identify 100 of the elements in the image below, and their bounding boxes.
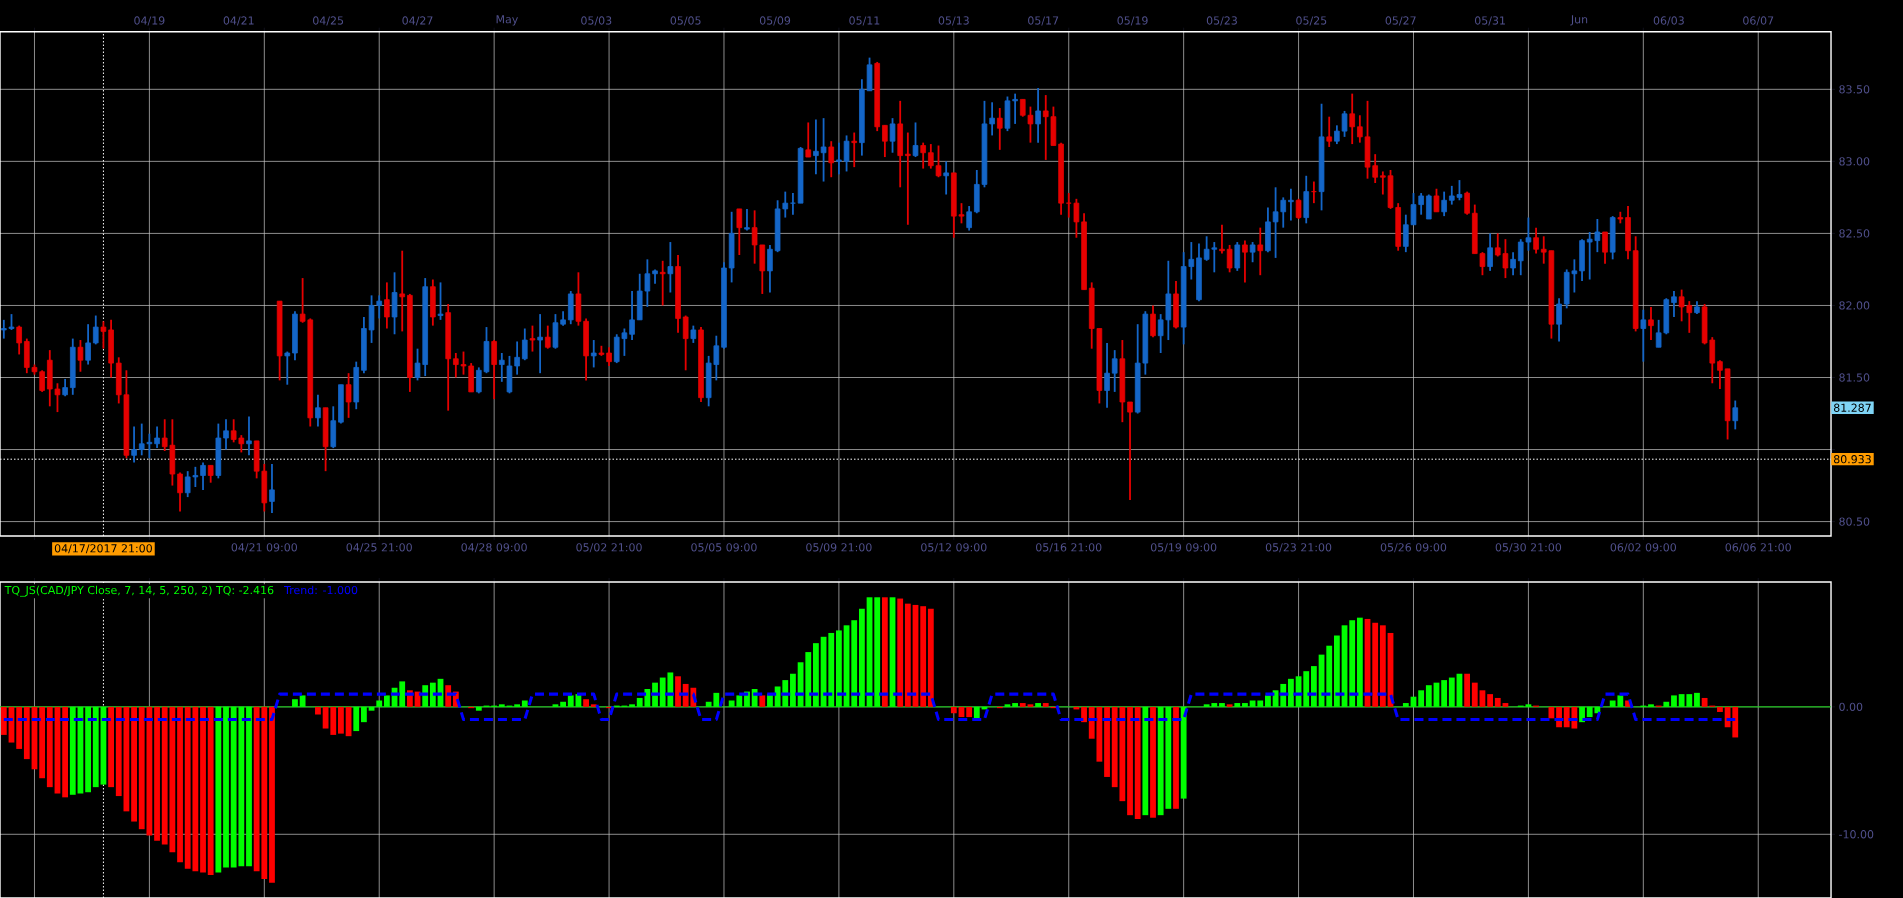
text: 81.287: [1833, 403, 1871, 412]
bar: [108, 706, 114, 788]
bar: [1471, 682, 1478, 707]
text: 05/19: [1117, 16, 1148, 26]
candlestick: [659, 259, 666, 307]
y-tick-label: 83.50: [1839, 85, 1870, 94]
candlestick: [882, 124, 888, 158]
y-tick-label: 80.50: [1839, 517, 1870, 526]
candlestick: [345, 372, 352, 419]
candlestick: [154, 425, 160, 449]
candlestick: [491, 339, 497, 401]
candlestick: [1602, 231, 1608, 265]
text: 05/23: [1206, 16, 1237, 26]
candlestick: [384, 281, 390, 330]
candlestick: [1242, 239, 1248, 284]
candlestick: [1717, 359, 1723, 390]
candlestick: [1073, 197, 1080, 239]
x-tick-label: 04/25 21:00: [346, 543, 412, 553]
bar: [1104, 706, 1110, 777]
bar: [1226, 704, 1233, 707]
bar: [115, 706, 122, 797]
x-tick-label: 05/26 09:00: [1380, 543, 1447, 553]
candlestick: [284, 350, 291, 386]
bar: [223, 706, 229, 868]
text: 05/13: [938, 16, 969, 26]
bar: [1502, 703, 1509, 707]
bar: [836, 630, 842, 707]
bar: [1019, 703, 1026, 707]
candlestick: [1640, 308, 1647, 363]
text: 05/09: [759, 16, 791, 26]
candlestick: [177, 471, 183, 513]
text: 06/07: [1743, 16, 1774, 26]
bar: [813, 643, 819, 707]
candlestick: [767, 244, 773, 294]
candlestick: [521, 327, 528, 362]
bar: [567, 695, 574, 707]
candlestick: [1487, 232, 1493, 272]
bar: [292, 699, 298, 707]
x-tick-label: 04/28 09:00: [461, 543, 527, 553]
ref-line-label: 80.933: [1833, 455, 1871, 464]
candlestick: [1326, 115, 1333, 148]
text: 04/21: [223, 16, 254, 26]
bar: [1464, 673, 1471, 707]
candlestick: [889, 117, 896, 154]
bar: [399, 681, 406, 707]
bar: [475, 706, 482, 711]
candlestick: [499, 352, 505, 383]
text: 05/27: [1385, 16, 1416, 26]
candlestick: [529, 324, 536, 353]
candlestick: [912, 121, 919, 158]
y-tick-label: 82.00: [1839, 301, 1870, 310]
bar: [1671, 695, 1677, 707]
candlestick: [92, 314, 99, 346]
bar: [315, 706, 321, 715]
bar: [16, 706, 23, 749]
bar: [1372, 622, 1379, 707]
candlestick: [1150, 304, 1156, 339]
bar: [177, 706, 183, 863]
bar: [1326, 645, 1333, 707]
candlestick: [269, 463, 275, 514]
bar: [1035, 703, 1041, 707]
bar: [338, 706, 344, 734]
y-tick-label: 81.50: [1839, 373, 1870, 382]
candlestick: [1556, 297, 1562, 343]
bar: [759, 695, 766, 707]
candlestick: [1648, 305, 1654, 341]
candlestick: [1035, 86, 1041, 144]
candlestick: [1349, 92, 1355, 145]
text: Jun: [1570, 15, 1588, 26]
candlestick: [1104, 342, 1110, 409]
bar: [805, 652, 812, 707]
bar: [92, 706, 99, 788]
bar: [1219, 703, 1225, 707]
bar: [927, 608, 934, 707]
y-tick-label: 82.50: [1839, 229, 1870, 238]
candlestick: [1012, 92, 1018, 125]
candlestick: [100, 320, 107, 350]
bar: [1265, 695, 1271, 707]
bar: [131, 706, 137, 822]
candlestick: [843, 134, 850, 173]
candlestick: [1295, 197, 1302, 220]
bar: [368, 706, 375, 711]
bar: [874, 597, 881, 707]
bar: [1425, 685, 1432, 707]
x-tick-label: 05/09 21:00: [806, 543, 872, 553]
bar: [920, 606, 927, 707]
candlestick: [851, 131, 858, 169]
bar: [521, 700, 528, 707]
bar: [498, 704, 505, 707]
bar: [1663, 701, 1670, 707]
bar: [1418, 690, 1425, 707]
bar: [828, 632, 835, 707]
candlestick: [1441, 190, 1447, 218]
bar: [629, 704, 635, 707]
y-tick-label: 0.00: [1839, 702, 1863, 712]
text: 04/25: [313, 16, 344, 26]
bar: [514, 704, 521, 707]
x-tick-label: 05/02 21:00: [576, 543, 642, 553]
candlestick: [85, 323, 91, 366]
candlestick: [1226, 244, 1233, 274]
